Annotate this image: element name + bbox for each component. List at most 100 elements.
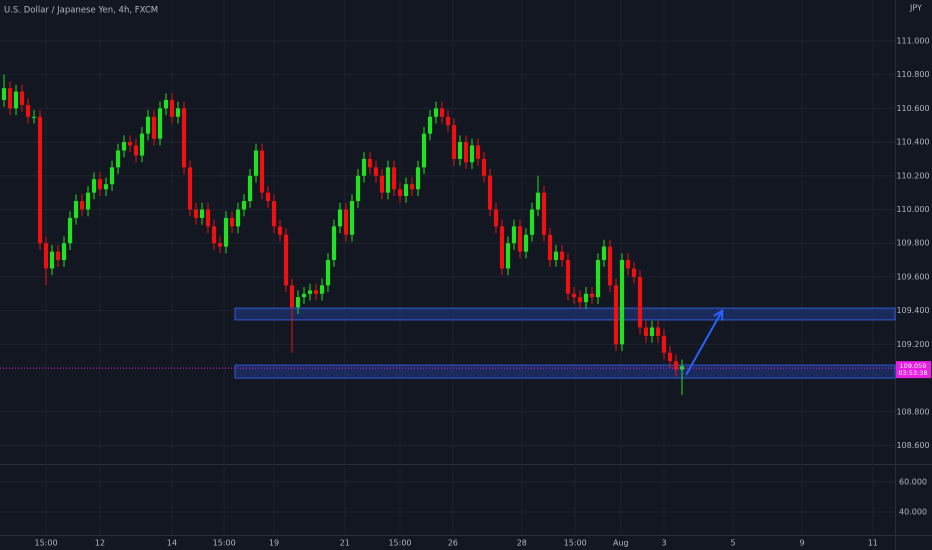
candle-body xyxy=(31,116,37,118)
candle-body xyxy=(511,226,517,244)
candle-body xyxy=(379,175,385,193)
candle-body xyxy=(595,260,601,298)
candle-body xyxy=(589,293,595,298)
y-tick-label: 110.600 xyxy=(896,104,929,113)
candle-body xyxy=(331,226,337,261)
arrow xyxy=(685,310,724,376)
candle-body xyxy=(361,158,367,176)
candle-body xyxy=(391,167,397,190)
candle-body xyxy=(121,142,127,151)
candle-body xyxy=(37,116,43,244)
arrow-head xyxy=(713,308,724,321)
candle-body xyxy=(451,125,457,159)
candle-body xyxy=(349,201,355,235)
candle-body xyxy=(79,201,85,210)
candle-body xyxy=(43,243,49,269)
candle-body xyxy=(247,175,253,202)
x-tick-label: 11 xyxy=(868,539,878,548)
candle-body xyxy=(181,108,187,168)
candle-body xyxy=(373,167,379,176)
candle-body xyxy=(229,217,235,227)
candle-body xyxy=(601,246,607,261)
candle-body xyxy=(481,158,487,176)
candle-body xyxy=(439,108,445,117)
candle-body xyxy=(613,285,619,345)
candle-body xyxy=(253,150,259,176)
candle-body xyxy=(289,285,295,308)
x-tick-label: Aug xyxy=(613,539,629,548)
candle-body xyxy=(151,116,157,139)
candle-body xyxy=(517,226,523,252)
candle-body xyxy=(49,251,55,269)
support-zone xyxy=(234,307,896,321)
candle-body xyxy=(415,167,421,190)
candle-body xyxy=(235,209,241,227)
candle-body xyxy=(241,201,247,210)
candle-body xyxy=(649,327,655,336)
y-tick-label: 109.400 xyxy=(896,306,929,315)
candle-body xyxy=(421,133,427,168)
candle-body xyxy=(73,201,79,218)
candle-body xyxy=(559,251,565,261)
candle-body xyxy=(325,260,331,286)
candle-body xyxy=(625,260,631,269)
candle-body xyxy=(175,108,181,117)
candle-body xyxy=(673,361,679,370)
candle-body xyxy=(445,116,451,126)
candle-body xyxy=(133,145,139,156)
candle-body xyxy=(109,167,115,185)
y-tick-label: 60.000 xyxy=(899,477,927,486)
candle-body xyxy=(469,145,475,163)
candle-body xyxy=(169,99,175,117)
candle-body xyxy=(97,179,103,190)
candle-body xyxy=(367,158,373,168)
candle-body xyxy=(505,243,511,269)
candle-body xyxy=(637,276,643,328)
y-tick-label: 110.000 xyxy=(896,205,929,214)
candle-body xyxy=(661,335,667,353)
candle-body xyxy=(319,285,325,294)
candle-body xyxy=(337,209,343,227)
candle-body xyxy=(583,293,589,303)
candle-body xyxy=(91,179,97,193)
candle-body xyxy=(271,201,277,227)
candle-body xyxy=(553,251,559,261)
candle-body xyxy=(193,209,199,218)
candle-body xyxy=(199,209,205,218)
x-tick-label: 3 xyxy=(661,539,666,548)
candle-body xyxy=(259,150,265,193)
x-tick-label: 14 xyxy=(167,539,177,548)
candle-body xyxy=(1,88,7,100)
candle-body xyxy=(313,290,319,294)
candle-body xyxy=(523,234,529,252)
y-tick-label: 109.800 xyxy=(896,239,929,248)
support-zone xyxy=(234,364,896,379)
x-tick-label: 19 xyxy=(269,539,279,548)
y-tick-label: 109.600 xyxy=(896,272,929,281)
candle-body xyxy=(577,297,583,303)
candle-body xyxy=(295,297,301,308)
x-tick-label: 15:00 xyxy=(388,539,411,548)
candle-body xyxy=(547,234,553,261)
candle-body xyxy=(607,246,613,286)
candle-body xyxy=(277,226,283,235)
candle-body xyxy=(223,217,229,247)
candle-body xyxy=(643,327,649,336)
candle-body xyxy=(475,145,481,159)
candle-body xyxy=(211,226,217,244)
chart-title: U.S. Dollar / Japanese Yen, 4h, FXCM xyxy=(4,6,158,16)
x-tick-label: 12 xyxy=(95,539,105,548)
candle-body xyxy=(25,105,31,117)
x-tick-label: 28 xyxy=(517,539,527,548)
candle-body xyxy=(13,91,19,109)
candle-body xyxy=(619,260,625,345)
x-tick-label: 15:00 xyxy=(213,539,236,548)
candle-body xyxy=(217,243,223,247)
candle-body xyxy=(541,192,547,235)
candle-body xyxy=(157,108,163,139)
y-tick-label: 111.000 xyxy=(896,36,929,45)
x-tick-label: 15:00 xyxy=(564,539,587,548)
y-tick-label: 108.800 xyxy=(896,407,929,416)
